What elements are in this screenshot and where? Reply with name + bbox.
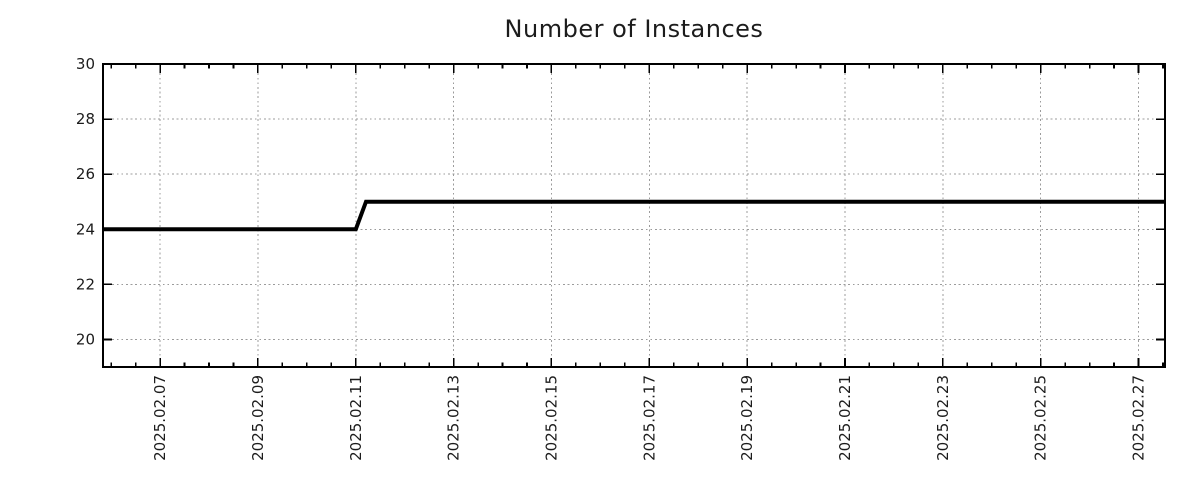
x-tick-label: 2025.02.19: [738, 375, 756, 461]
x-tick-label: 2025.02.25: [1032, 375, 1050, 461]
x-tick-label: 2025.02.11: [347, 375, 365, 461]
x-tick-label: 2025.02.15: [542, 375, 560, 461]
y-tick-label: 30: [76, 55, 95, 73]
chart-title: Number of Instances: [504, 15, 764, 43]
series-line-instances: [103, 199, 1165, 232]
y-tick-label: 20: [76, 331, 95, 349]
y-tick-label: 22: [76, 275, 95, 293]
y-tick-label: 26: [76, 165, 95, 183]
x-tick-label: 2025.02.21: [836, 375, 854, 461]
gridlines: [103, 64, 1165, 367]
x-tick-label: 2025.02.27: [1130, 375, 1148, 461]
y-tick-labels: 20 22 24 26 28 30: [76, 55, 95, 349]
y-tick-label: 24: [76, 220, 95, 238]
x-tick-labels: 2025.02.07 2025.02.09 2025.02.11 2025.02.13…: [151, 375, 1147, 461]
x-tick-label: 2025.02.13: [445, 375, 463, 461]
x-tick-label: 2025.02.17: [640, 375, 658, 461]
axis-ticks: [103, 63, 1165, 367]
x-tick-label: 2025.02.09: [249, 375, 267, 461]
y-tick-label: 28: [76, 110, 95, 128]
x-tick-label: 2025.02.23: [934, 375, 952, 461]
x-tick-label: 2025.02.07: [151, 375, 169, 461]
plot-border: [102, 63, 1166, 368]
